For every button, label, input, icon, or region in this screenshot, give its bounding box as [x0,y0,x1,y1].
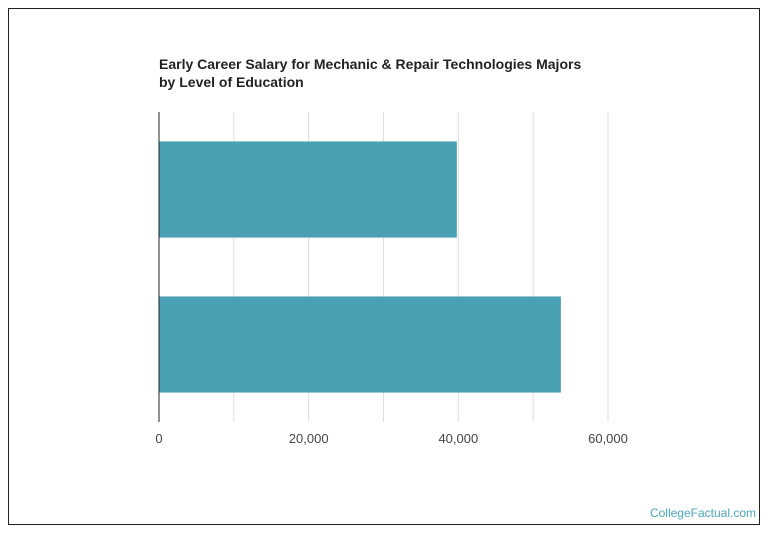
x-tick-label: 60,000 [588,431,628,446]
bar-1 [159,141,457,238]
x-tick-label: 40,000 [438,431,478,446]
x-tick-label: 20,000 [289,431,329,446]
x-tick-label: 0 [155,431,162,446]
chart-title: Early Career Salary for Mechanic & Repai… [159,56,582,90]
bar-2 [159,296,561,393]
watermark-link[interactable]: CollegeFactual.com [649,506,756,520]
